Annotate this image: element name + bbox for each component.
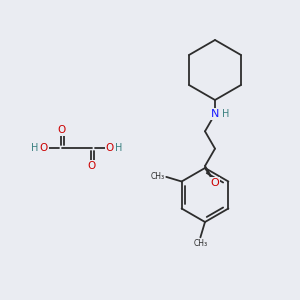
Text: O: O xyxy=(88,161,96,171)
Text: O: O xyxy=(106,143,114,153)
Text: CH₃: CH₃ xyxy=(193,239,208,248)
Text: O: O xyxy=(58,125,66,135)
Text: H: H xyxy=(222,109,230,119)
Text: O: O xyxy=(211,178,219,188)
Text: O: O xyxy=(40,143,48,153)
Text: N: N xyxy=(211,109,219,119)
Text: CH₃: CH₃ xyxy=(150,172,164,182)
Text: H: H xyxy=(115,143,123,153)
Text: H: H xyxy=(31,143,39,153)
